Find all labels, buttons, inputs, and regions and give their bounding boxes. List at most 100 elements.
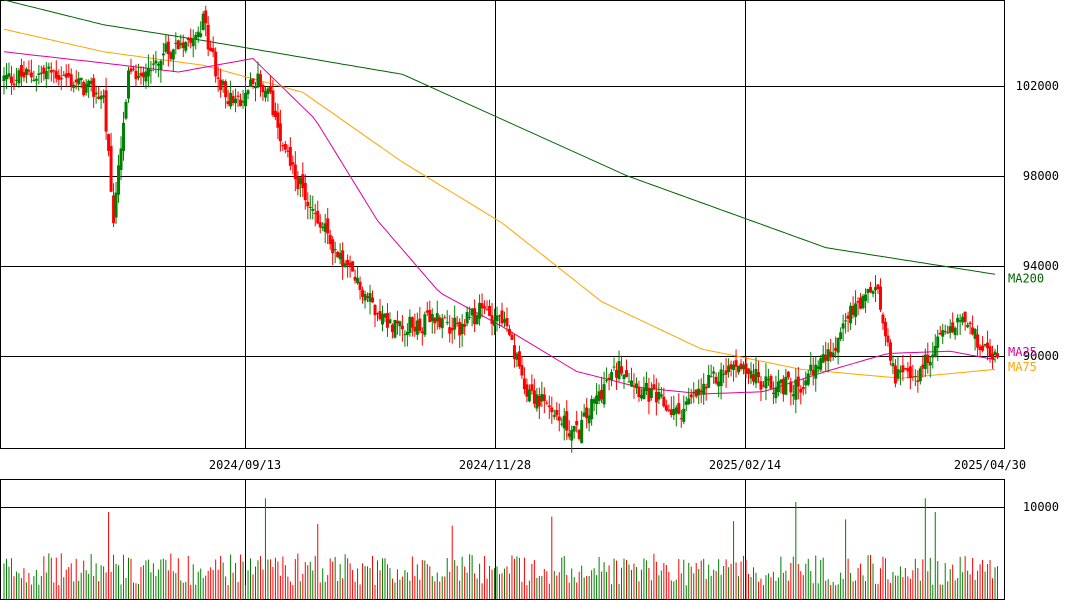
ma200-label: MA200 <box>1008 272 1044 286</box>
candle-body <box>692 391 696 394</box>
candle-body <box>662 396 666 407</box>
candle-body <box>771 392 775 394</box>
y-tick-label: 102000 <box>1016 79 1059 93</box>
candle-body <box>107 134 111 151</box>
candle-body <box>84 83 88 93</box>
candle-body <box>664 405 668 411</box>
candle-body <box>881 314 885 324</box>
candle-body <box>968 322 972 325</box>
candle-body <box>438 317 442 328</box>
candle-body <box>102 95 106 98</box>
candle-body <box>971 327 975 335</box>
candle-body <box>209 47 213 52</box>
candle-body <box>468 316 472 318</box>
candle-body <box>674 407 678 414</box>
candle-body <box>109 145 113 192</box>
candle-body <box>445 322 449 324</box>
candle-body <box>625 370 628 377</box>
candle-body <box>846 315 850 319</box>
candle-body <box>856 301 860 303</box>
candle-body <box>273 110 277 117</box>
candle-body <box>14 79 18 81</box>
candle-body <box>201 13 205 30</box>
candle-body <box>729 364 733 369</box>
candle-body <box>677 403 681 414</box>
candle-body <box>348 262 352 266</box>
candle-body <box>903 368 907 370</box>
candle-body <box>291 162 295 165</box>
candle-body <box>592 399 596 404</box>
candle-body <box>943 330 947 332</box>
candle-body <box>811 370 815 375</box>
candle-body <box>211 48 215 53</box>
volume-y-tick-label: 10000 <box>1023 500 1059 514</box>
candle-body <box>117 165 121 195</box>
candle-body <box>403 334 407 336</box>
candle-body <box>931 354 935 358</box>
candle-body <box>936 336 940 348</box>
candle-body <box>341 250 345 268</box>
candle-body <box>473 308 477 325</box>
candle-body <box>74 79 78 83</box>
candle-body <box>92 78 96 97</box>
candle-body <box>617 361 621 379</box>
candle-body <box>505 318 509 327</box>
candle-body <box>171 49 175 60</box>
candle-body <box>550 407 554 413</box>
candle-body <box>393 319 397 338</box>
candle-body <box>174 42 178 44</box>
candle-body <box>276 112 280 128</box>
candle-body <box>719 369 723 387</box>
candle-body <box>647 388 651 402</box>
candle-body <box>286 150 290 152</box>
candle-body <box>196 31 200 38</box>
ma75-label: MA75 <box>1008 360 1037 374</box>
candle-body <box>336 251 340 257</box>
candle-body <box>169 52 173 59</box>
candle-body <box>42 67 46 74</box>
candle-body <box>450 328 454 331</box>
candle-body <box>368 292 372 302</box>
candle-body <box>465 312 469 324</box>
candle-body <box>47 66 51 69</box>
candle-body <box>363 294 367 301</box>
candle-body <box>918 368 922 382</box>
candle-body <box>338 252 342 260</box>
candle-body <box>724 370 728 375</box>
candle-body <box>714 376 718 384</box>
candle-body <box>707 374 711 388</box>
candle-body <box>871 291 875 294</box>
candle-body <box>229 92 233 107</box>
candle-body <box>697 388 701 396</box>
candle-body <box>572 425 576 432</box>
candle-body <box>948 326 952 333</box>
candle-body <box>764 376 768 389</box>
candle-body <box>585 407 589 419</box>
candle-body <box>356 278 360 284</box>
candle-body <box>851 305 855 315</box>
candle-body <box>883 321 887 337</box>
candle-body <box>682 408 686 422</box>
ma25-label: MA25 <box>1008 345 1037 359</box>
candle-body <box>194 35 198 40</box>
candle-body <box>826 349 830 362</box>
candle-body <box>639 394 643 399</box>
candle-body <box>981 345 985 351</box>
candle-body <box>278 123 282 142</box>
candle-body <box>258 74 262 86</box>
candle-body <box>722 374 726 376</box>
candle-body <box>316 210 320 224</box>
candle-body <box>430 313 434 322</box>
y-tick-label: 90000 <box>1023 349 1059 363</box>
candle-body <box>791 394 795 397</box>
candle-body <box>986 342 990 349</box>
candle-body <box>814 364 818 379</box>
candle-body <box>849 305 853 324</box>
candle-body <box>99 95 103 100</box>
candle-body <box>694 389 698 397</box>
candle-body <box>358 281 362 290</box>
candle-body <box>831 352 835 357</box>
candle-body <box>567 433 571 437</box>
candle-body <box>739 363 743 370</box>
candle-body <box>632 385 636 388</box>
